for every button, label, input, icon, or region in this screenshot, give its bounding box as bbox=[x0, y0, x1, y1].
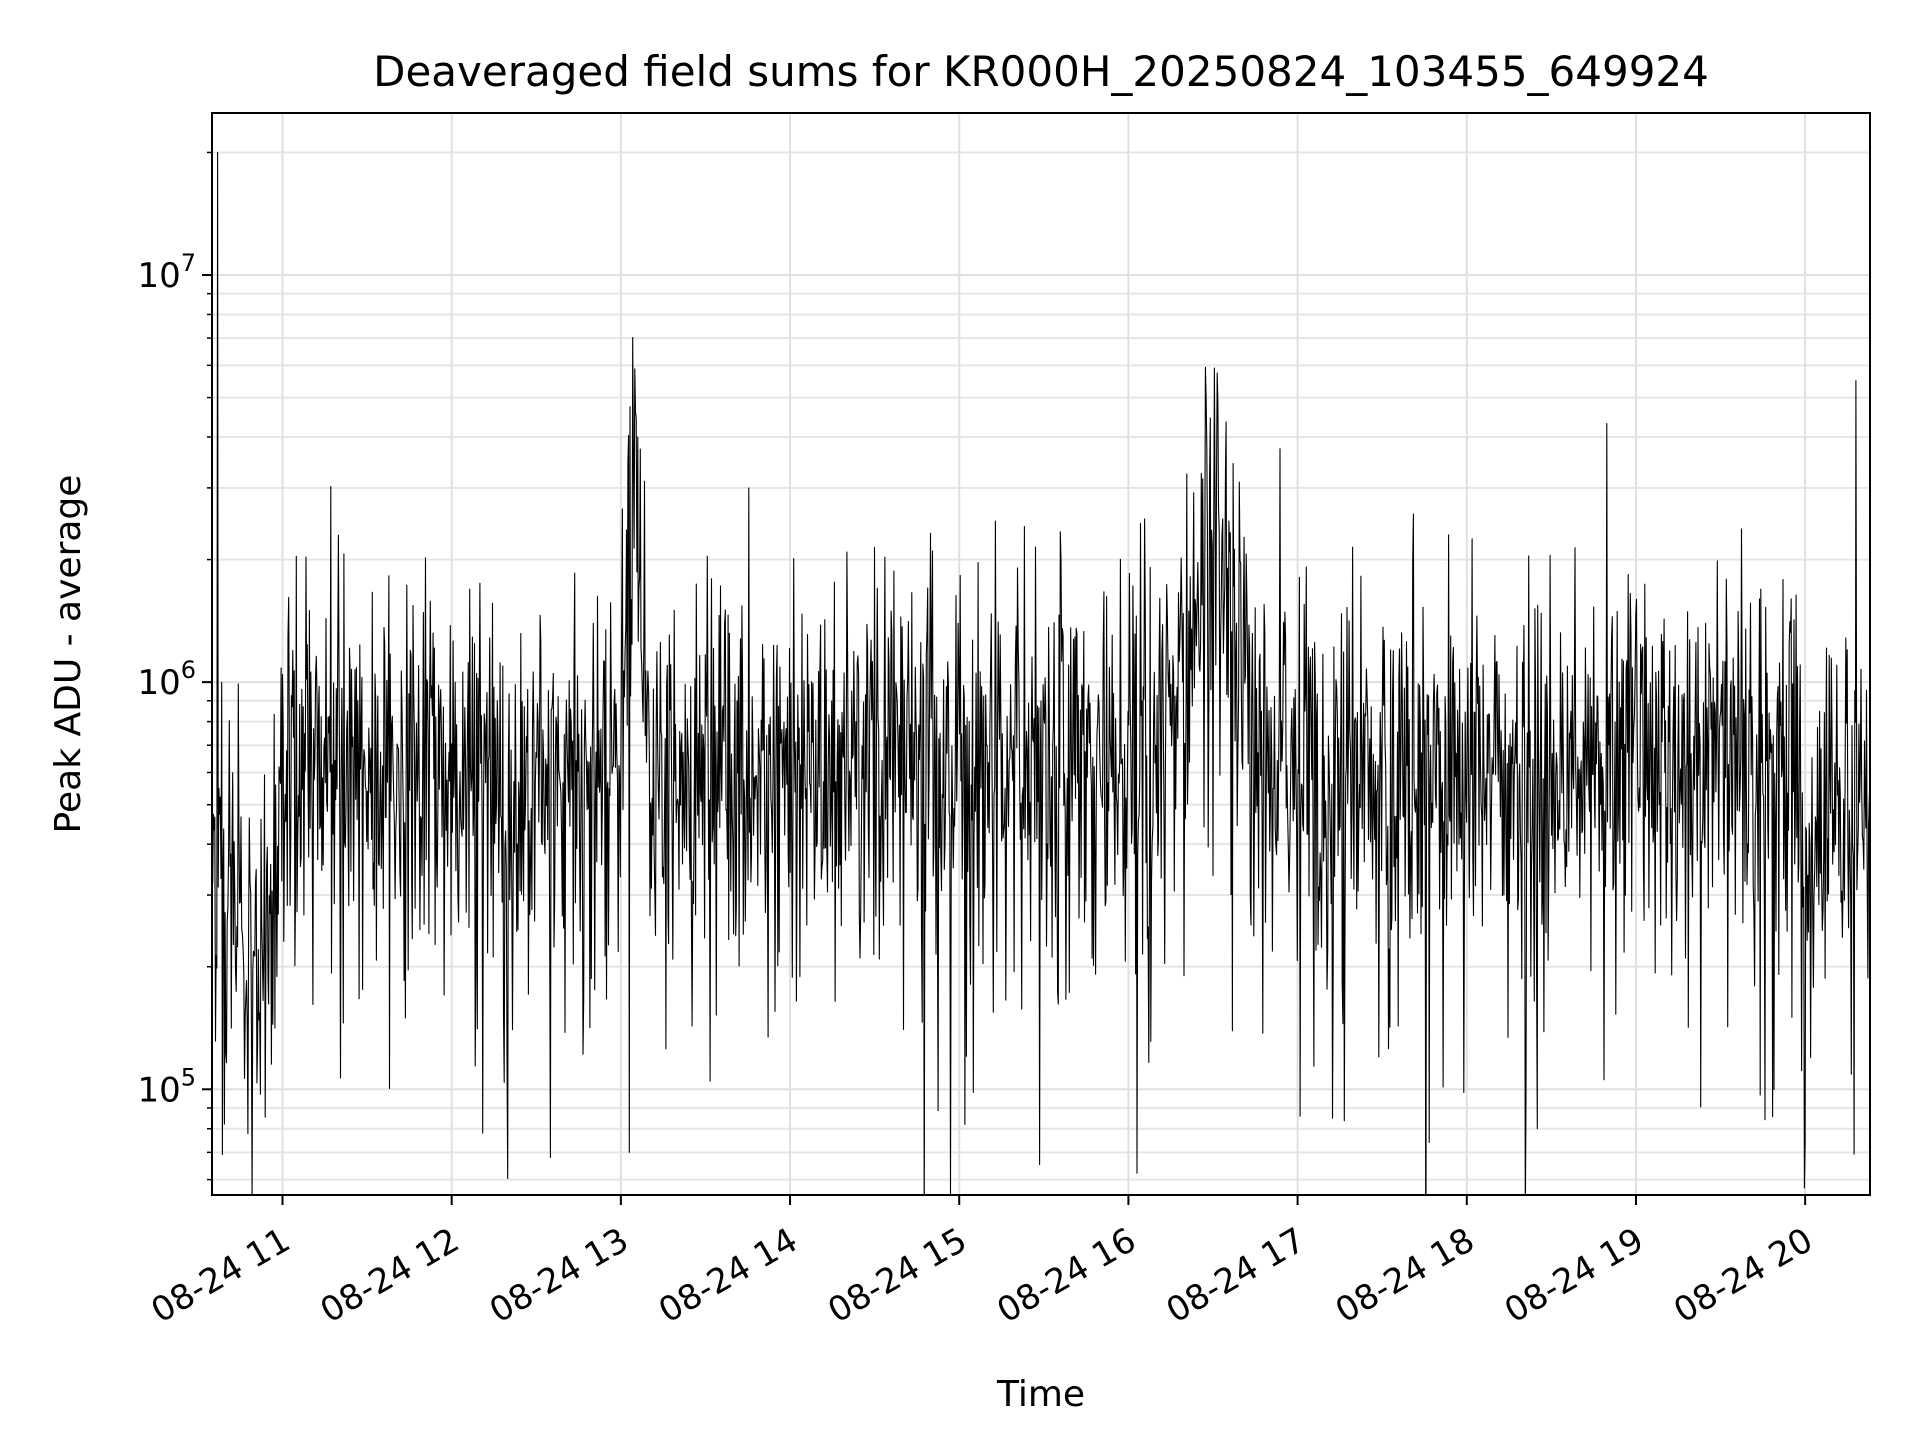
y-tick-label: 105 bbox=[137, 1063, 196, 1110]
y-tick-label: 106 bbox=[137, 656, 196, 703]
chart-title: Deaveraged field sums for KR000H_2025082… bbox=[373, 47, 1709, 96]
plot-frame bbox=[211, 112, 1871, 1196]
y-tick-label: 107 bbox=[137, 249, 196, 296]
series-line bbox=[212, 151, 1870, 1195]
x-axis-label: Time bbox=[996, 1374, 1085, 1415]
series-layer bbox=[212, 151, 1870, 1195]
y-axis-label: Peak ADU - average bbox=[48, 475, 89, 834]
